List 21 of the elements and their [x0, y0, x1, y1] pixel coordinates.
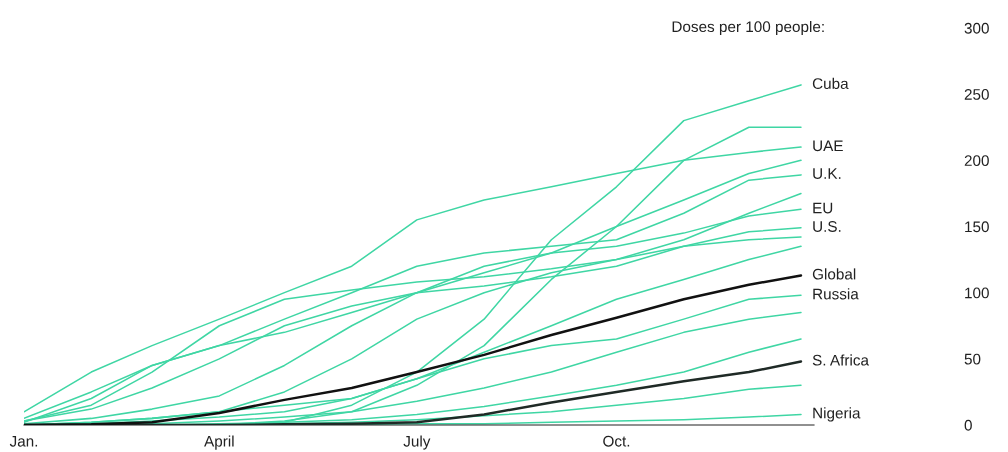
y-tick-label: 250 — [964, 89, 989, 100]
series-label: S. Africa — [812, 354, 869, 366]
x-tick-label: Oct. — [603, 435, 630, 447]
y-axis-title: Doses per 100 people: — [672, 20, 824, 36]
y-tick-label: 100 — [965, 287, 989, 299]
series-label: UAE — [813, 140, 843, 152]
series-label: U.K. — [813, 168, 841, 179]
x-tick-label: Jan. — [9, 435, 38, 447]
y-tick-label: 150 — [965, 221, 989, 233]
x-tick-label: July — [403, 435, 431, 450]
series-label: EU — [813, 202, 833, 214]
series-label: Global — [812, 268, 856, 280]
y-tick-label: 200 — [964, 155, 989, 167]
series-label: Cuba — [812, 77, 849, 89]
x-tick-label: April — [204, 435, 234, 450]
y-tick-label: 50 — [964, 353, 981, 365]
y-tick-label: 300 — [964, 22, 989, 34]
series-label: U.S. — [813, 221, 841, 232]
y-tick-label: 0 — [964, 419, 972, 431]
series-label: Russia — [813, 288, 859, 300]
series-label: Nigeria — [813, 407, 861, 422]
